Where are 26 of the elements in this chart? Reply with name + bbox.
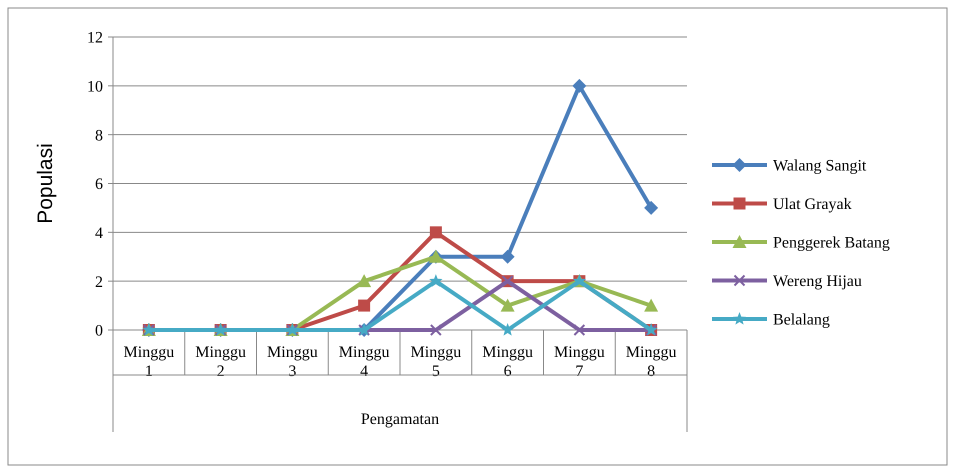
x-axis-title: Pengamatan [360,411,440,428]
point [430,324,442,336]
legend-label: Penggerek Batang [773,234,890,252]
point [430,226,442,238]
point [573,324,586,336]
legend-label: Wereng Hijau [773,273,862,290]
y-tick-label: 6 [95,176,103,194]
legend-label: Ulat Grayak [773,196,852,214]
point [500,298,515,312]
point [357,274,372,288]
point [500,323,514,336]
legend-label: Walang Sangit [773,158,867,175]
y-tick-label: 12 [87,30,103,47]
y-tick-label: 10 [87,78,103,96]
y-tick-label: 2 [95,274,103,291]
y-tick-label: 0 [95,322,103,340]
point [358,300,370,312]
point [429,274,443,287]
point [644,200,658,215]
y-axis-title: Populasi [34,143,57,224]
point [500,250,515,264]
point [644,298,658,312]
point [572,78,586,93]
y-tick-label: 8 [95,127,103,144]
legend-label: Belalang [773,312,830,329]
y-tick-label: 4 [95,224,103,242]
